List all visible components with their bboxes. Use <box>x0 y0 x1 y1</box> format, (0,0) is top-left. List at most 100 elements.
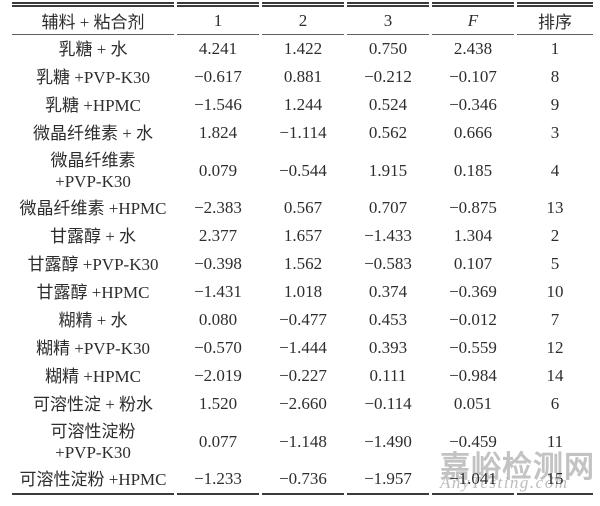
value-cell: 0.107 <box>453 254 493 273</box>
value-cell: −1.114 <box>279 123 327 142</box>
value-cell: −0.012 <box>449 310 497 329</box>
value-cell: −2.660 <box>279 394 327 413</box>
table-row: 糊精 +HPMC −2.019 −0.227 0.111 −0.984 14 <box>12 362 593 390</box>
row-label: 乳糖 +HPMC <box>44 95 142 115</box>
value-cell: 1.422 <box>283 39 323 58</box>
value-cell: 0.562 <box>368 123 408 142</box>
col-header-2: 2 <box>262 2 344 35</box>
value-cell: −2.383 <box>194 198 242 217</box>
value-cell: −2.019 <box>194 366 242 385</box>
value-cell: 0.393 <box>368 338 408 357</box>
watermark-english-text: AnyTesting.com <box>440 473 569 492</box>
rank-cell: 9 <box>550 95 560 114</box>
value-cell: −1.233 <box>177 465 259 495</box>
value-cell: −0.114 <box>364 394 412 413</box>
value-cell: 2.438 <box>453 39 493 58</box>
col-header-1: 1 <box>177 2 259 35</box>
value-cell: −1.957 <box>347 465 429 495</box>
value-cell: −0.736 <box>262 465 344 495</box>
table-row: 乳糖 +HPMC −1.546 1.244 0.524 −0.346 9 <box>12 91 593 119</box>
value-cell: −0.875 <box>449 198 497 217</box>
rank-cell: 12 <box>546 338 564 357</box>
value-cell: 1.657 <box>283 226 323 245</box>
rank-cell: 14 <box>546 366 564 385</box>
value-cell: 1.520 <box>198 394 238 413</box>
table-row: 可溶性淀粉 +PVP-K30 0.077 −1.148 −1.490 −0.459 11 <box>12 418 593 465</box>
orthogonal-results-table: 辅料 + 粘合剂 1 2 3 F 排序 乳糖 + 水 4.241 1.422 0.75… <box>9 2 596 495</box>
watermark-chinese-text: 嘉峪检测网 <box>440 451 595 484</box>
col-header-f-value: F <box>432 2 514 35</box>
value-cell: −1.431 <box>194 282 242 301</box>
row-label: 微晶纤维素 +PVP-K30 <box>50 150 136 191</box>
value-cell: −1.490 <box>364 431 412 451</box>
value-cell: −0.227 <box>279 366 327 385</box>
row-label: 甘露醇 +PVP-K30 <box>27 254 159 274</box>
value-cell: 4.241 <box>198 39 238 58</box>
row-label: 糊精 + 水 <box>58 310 128 330</box>
value-cell: −0.107 <box>449 67 497 86</box>
table-row: 微晶纤维素 + 水 1.824 −1.114 0.562 0.666 3 <box>12 119 593 147</box>
value-cell: −0.398 <box>194 254 242 273</box>
value-cell: −0.477 <box>279 310 327 329</box>
value-cell: 2.377 <box>198 226 238 245</box>
value-cell: −0.559 <box>449 338 497 357</box>
row-label: 甘露醇 +HPMC <box>36 282 150 302</box>
value-cell: −0.617 <box>194 67 242 86</box>
value-cell: −0.369 <box>449 282 497 301</box>
table-row: 微晶纤维素 +HPMC −2.383 0.567 0.707 −0.875 13 <box>12 194 593 222</box>
col-header-excipient-binder: 辅料 + 粘合剂 <box>12 2 174 35</box>
value-cell: 0.077 <box>198 431 238 451</box>
row-label: 糊精 +PVP-K30 <box>36 338 150 358</box>
value-cell: 0.185 <box>453 160 493 180</box>
value-cell: −0.583 <box>364 254 412 273</box>
table-row: 可溶性淀 + 粉水 1.520 −2.660 −0.114 0.051 6 <box>12 390 593 418</box>
value-cell: 1.018 <box>283 282 323 301</box>
value-cell: −0.212 <box>364 67 412 86</box>
watermark: 嘉峪检测网 AnyTesting.com <box>440 452 595 493</box>
value-cell: 1.824 <box>198 123 238 142</box>
value-cell: −1.041 <box>432 465 514 495</box>
rank-cell: 11 <box>546 431 564 451</box>
value-cell: 1.562 <box>283 254 323 273</box>
row-label: 甘露醇 + 水 <box>49 226 137 246</box>
table-row: 甘露醇 + 水 2.377 1.657 −1.433 1.304 2 <box>12 222 593 250</box>
row-label: 可溶性淀粉 +HPMC <box>12 465 174 495</box>
value-cell: 0.524 <box>368 95 408 114</box>
value-cell: −1.433 <box>364 226 412 245</box>
col-header-rank: 排序 <box>517 2 593 35</box>
table-row: 甘露醇 +PVP-K30 −0.398 1.562 −0.583 0.107 5 <box>12 250 593 278</box>
row-label: 可溶性淀 + 粉水 <box>32 394 154 414</box>
value-cell: −1.546 <box>194 95 242 114</box>
rank-cell: 5 <box>550 254 560 273</box>
table-row: 乳糖 + 水 4.241 1.422 0.750 2.438 1 <box>12 35 593 63</box>
value-cell: 0.453 <box>368 310 408 329</box>
table-row: 可溶性淀粉 +HPMC −1.233 −0.736 −1.957 −1.041 15 <box>12 465 593 495</box>
row-label: 乳糖 +PVP-K30 <box>36 67 150 87</box>
value-cell: 0.666 <box>453 123 493 142</box>
table-row: 糊精 + 水 0.080 −0.477 0.453 −0.012 7 <box>12 306 593 334</box>
value-cell: −1.444 <box>279 338 327 357</box>
col-header-3: 3 <box>347 2 429 35</box>
rank-cell: 10 <box>546 282 564 301</box>
value-cell: 1.915 <box>368 160 408 180</box>
value-cell: 0.111 <box>369 366 407 385</box>
value-cell: 1.304 <box>453 226 493 245</box>
value-cell: −0.459 <box>449 431 497 451</box>
rank-cell: 15 <box>517 465 593 495</box>
rank-cell: 8 <box>550 67 560 86</box>
table-row: 乳糖 +PVP-K30 −0.617 0.881 −0.212 −0.107 8 <box>12 63 593 91</box>
value-cell: 0.080 <box>198 310 238 329</box>
header-row: 辅料 + 粘合剂 1 2 3 F 排序 <box>12 2 593 35</box>
row-label: 可溶性淀粉 +PVP-K30 <box>50 421 136 462</box>
row-label: 糊精 +HPMC <box>44 366 142 386</box>
value-cell: 0.881 <box>283 67 323 86</box>
table-row: 甘露醇 +HPMC −1.431 1.018 0.374 −0.369 10 <box>12 278 593 306</box>
rank-cell: 2 <box>550 226 560 245</box>
row-label: 微晶纤维素 + 水 <box>32 123 154 143</box>
row-label: 微晶纤维素 +HPMC <box>19 198 167 218</box>
table-row: 微晶纤维素 +PVP-K30 0.079 −0.544 1.915 0.185 4 <box>12 147 593 194</box>
rank-cell: 6 <box>550 394 560 413</box>
value-cell: 0.051 <box>453 394 493 413</box>
rank-cell: 1 <box>550 39 560 58</box>
value-cell: 0.750 <box>368 39 408 58</box>
